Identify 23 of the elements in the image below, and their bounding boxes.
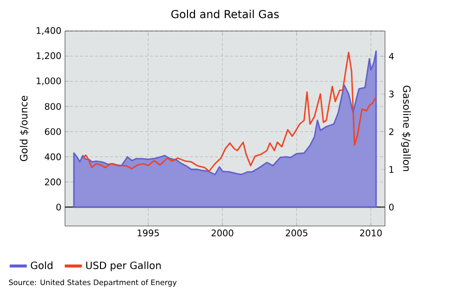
y-tick-label: 600 <box>44 128 61 136</box>
y-axis-title: Gold $/ounce <box>20 96 29 162</box>
y2-tick-label: 4 <box>388 52 394 60</box>
x-tick-label: 2000 <box>212 230 234 236</box>
y-tick-label: 1,400 <box>36 27 61 35</box>
x-tick-label: 2010 <box>360 230 382 236</box>
y-tick-label: 200 <box>44 178 61 186</box>
y2-tick-label: 3 <box>389 90 394 98</box>
y-tick-label: 0 <box>56 204 61 211</box>
x-tick-label: 2005 <box>286 230 308 236</box>
y-tick-label: 800 <box>44 103 61 110</box>
y2-tick-label: 1 <box>390 166 394 173</box>
legend-label: Gold <box>30 261 52 270</box>
y2-tick-label: 0 <box>389 204 394 211</box>
chart-title: Gold and Retail Gas <box>171 10 279 18</box>
x-tick-label: 1995 <box>138 230 159 236</box>
y2-axis-title: Gasoline $/gallon <box>401 86 411 171</box>
y-tick-label: 1,000 <box>36 77 61 86</box>
y-tick-label: 1,200 <box>36 52 61 60</box>
y2-tick-label: 2 <box>389 128 394 136</box>
line-series <box>82 52 377 172</box>
legend-label: USD per Gallon <box>86 261 161 272</box>
y-tick-label: 400 <box>44 153 61 160</box>
